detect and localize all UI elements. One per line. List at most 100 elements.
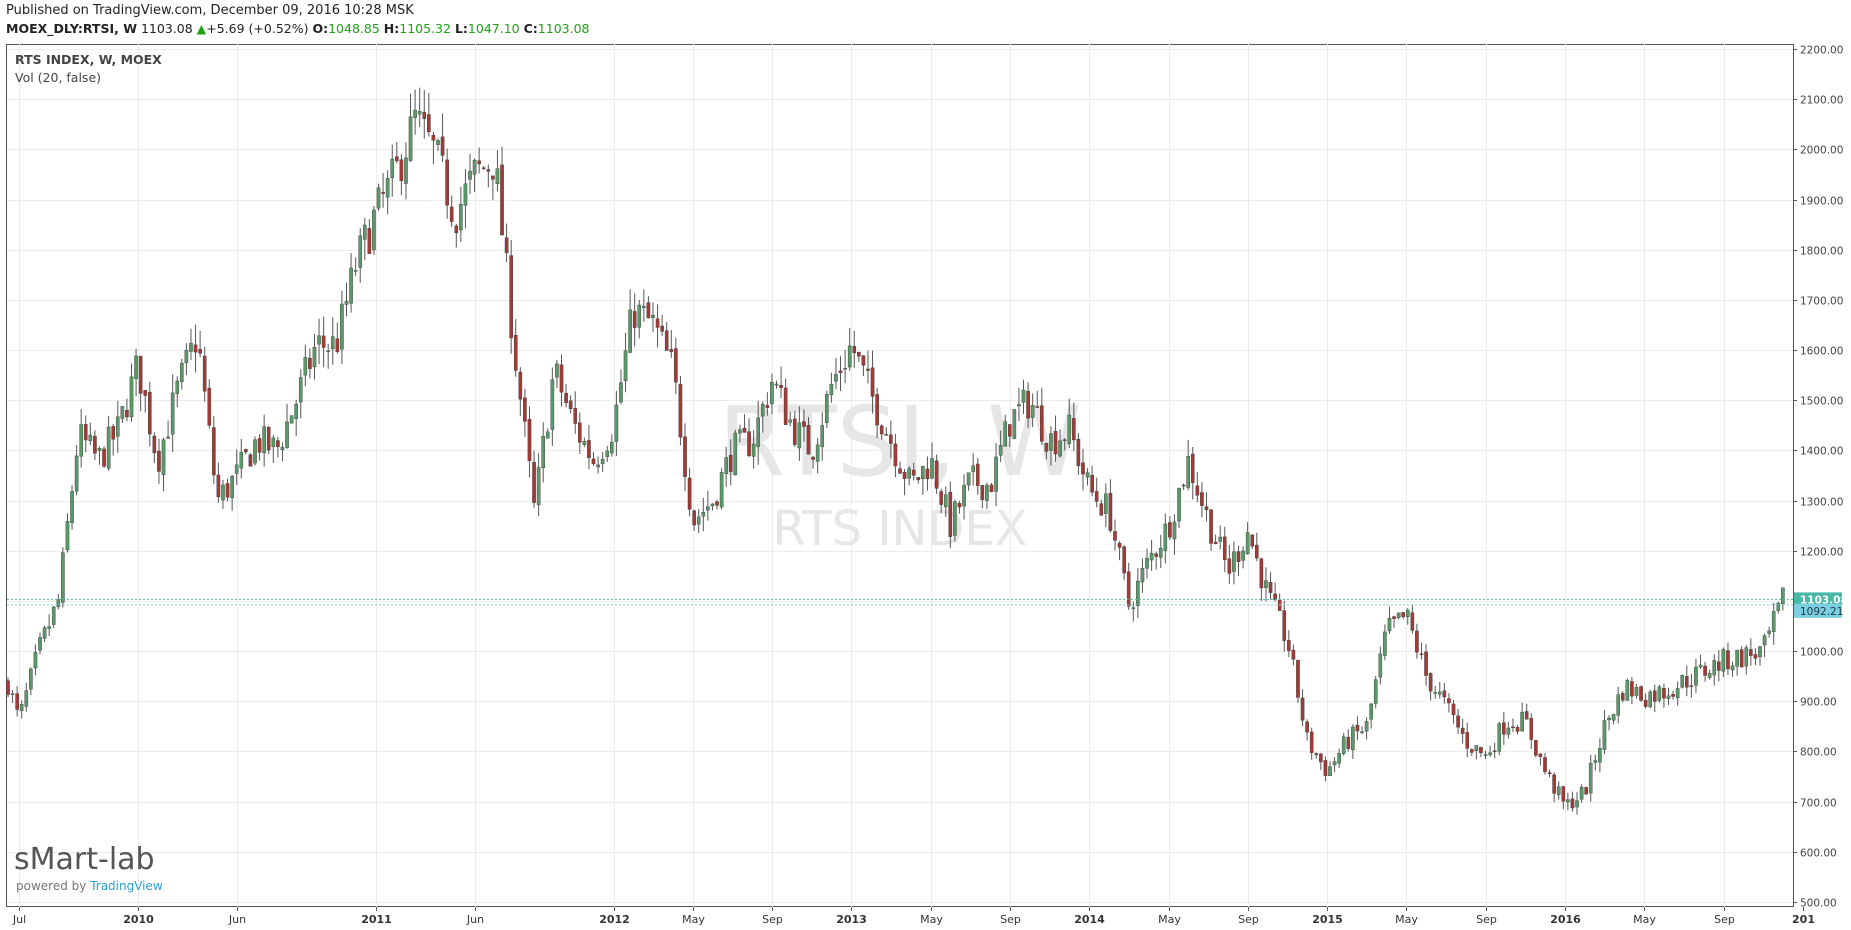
candle-up — [413, 109, 417, 118]
candle-down — [1250, 534, 1255, 547]
candle-up — [1131, 607, 1136, 609]
y-tick-label: 1800.00 — [1800, 246, 1843, 258]
candle-up — [472, 159, 477, 175]
time-axis[interactable]: Jul 2010 Jun 2011 Jun 2012 May Sep 2013 May Sep 201… — [12, 907, 1815, 926]
candle-up — [1712, 660, 1717, 676]
candle-down — [504, 237, 509, 254]
candle-down — [1470, 749, 1474, 753]
low-label: L: — [454, 21, 468, 36]
candle-up — [38, 637, 42, 651]
candle-down — [1419, 653, 1424, 655]
candle-down — [1492, 750, 1497, 753]
y-tick-label: 1600.00 — [1800, 346, 1843, 358]
candle-up — [294, 403, 298, 419]
candle-down — [449, 206, 454, 222]
candles-layer — [6, 87, 1785, 815]
candle-up — [994, 456, 998, 492]
candle-down — [431, 134, 436, 141]
tradingview-link[interactable]: TradingView — [90, 879, 163, 893]
candle-up — [33, 652, 38, 669]
candle-down — [1195, 485, 1200, 496]
candle-up — [820, 425, 825, 447]
candle-up — [1566, 799, 1570, 803]
candle-down — [1684, 676, 1689, 688]
candle-up — [417, 111, 422, 115]
candle-up — [180, 363, 184, 382]
candle-down — [1154, 553, 1158, 557]
y-tick-label: 1400.00 — [1800, 446, 1843, 458]
candle-down — [1035, 406, 1040, 408]
candle-up — [953, 501, 957, 536]
y-tick-label: 2200.00 — [1800, 45, 1843, 57]
candle-up — [436, 140, 440, 145]
candle-down — [1515, 727, 1520, 732]
candle-up — [706, 506, 710, 511]
candle-down — [879, 425, 884, 435]
candle-up — [298, 377, 303, 403]
candle-down — [728, 455, 733, 473]
candle-down — [957, 503, 962, 508]
candle-down — [980, 485, 985, 500]
candle-down — [1108, 492, 1113, 531]
triangle-up-icon: ▲ — [196, 21, 207, 36]
candle-up — [1351, 726, 1355, 751]
candle-up — [1483, 754, 1488, 756]
candle-up — [1648, 691, 1653, 708]
candle-up — [1758, 646, 1762, 658]
candle-up — [312, 347, 317, 368]
candle-up — [1666, 695, 1671, 699]
series-legend[interactable]: RTS INDEX, W, MOEX — [15, 52, 162, 67]
candle-up — [751, 443, 756, 457]
candle-down — [523, 397, 527, 422]
candle-down — [422, 111, 427, 119]
candle-down — [591, 458, 596, 465]
candle-down — [765, 405, 770, 408]
candle-up — [239, 451, 244, 469]
candle-up — [834, 374, 838, 382]
candle-up — [1520, 711, 1524, 732]
candle-up — [550, 379, 555, 430]
candle-down — [1570, 798, 1575, 809]
candle-up — [362, 224, 367, 240]
candle-up — [1364, 721, 1369, 732]
candle-up — [1405, 609, 1410, 617]
candle-down — [1346, 736, 1351, 749]
plot-frame — [6, 44, 1794, 907]
x-tick-label: Sep — [762, 913, 783, 926]
candle-up — [189, 343, 193, 352]
candle-up — [1145, 557, 1149, 569]
candle-up — [614, 404, 619, 442]
candle-down — [15, 693, 19, 710]
candle-up — [1698, 664, 1703, 668]
last-price-tag-label: 1103.08 — [1800, 594, 1848, 606]
candle-down — [916, 477, 921, 481]
candle-down — [948, 491, 953, 537]
candle-up — [175, 380, 180, 394]
candle-down — [1749, 649, 1753, 656]
candle-up — [541, 436, 545, 469]
candle-down — [783, 387, 788, 425]
candle-up — [285, 421, 289, 448]
candle-down — [1117, 542, 1122, 548]
candle-down — [1630, 681, 1634, 697]
candle-down — [1465, 732, 1470, 749]
candle-down — [477, 160, 481, 165]
candle-down — [1524, 711, 1529, 720]
candle-down — [779, 384, 783, 388]
x-tick-label: May — [1395, 913, 1418, 926]
time-axis-panel — [6, 907, 1794, 930]
candle-down — [1552, 774, 1556, 794]
candle-down — [683, 436, 687, 477]
candle-up — [825, 393, 829, 423]
volume-legend[interactable]: Vol (20, false) — [15, 70, 102, 85]
candle-up — [1067, 414, 1072, 444]
candle-down — [102, 448, 106, 467]
candle-up — [1781, 587, 1785, 605]
candle-down — [244, 449, 248, 453]
candle-down — [500, 164, 504, 236]
candle-down — [889, 434, 893, 444]
candle-down — [1181, 484, 1186, 487]
candle-up — [1085, 472, 1090, 478]
candle-down — [427, 114, 431, 132]
